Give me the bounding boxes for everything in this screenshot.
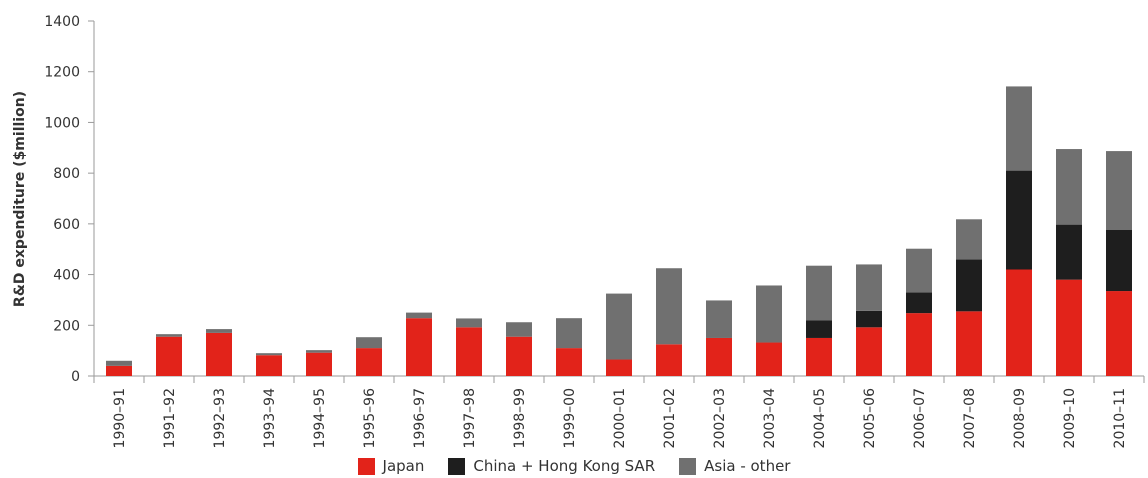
x-tick-label: 1995–96 [362, 388, 378, 449]
bar-segment-asia-other [956, 219, 982, 259]
x-tick-label: 1992–93 [212, 388, 228, 448]
bar-segment-japan [706, 338, 732, 376]
bar-segment-japan [806, 338, 832, 376]
bar-segment-asia-other [256, 353, 282, 355]
y-tick-label: 1200 [44, 65, 80, 81]
bar-segment-japan [856, 327, 882, 376]
y-tick-label: 400 [53, 268, 80, 284]
bar-segment-china-hong-kong-sar [956, 259, 982, 311]
bar-segment-asia-other [856, 264, 882, 310]
bar-segment-asia-other [806, 266, 832, 321]
legend-swatch [448, 458, 465, 475]
legend-label: Japan [383, 457, 425, 475]
stacked-bar-chart: 0 200 400 600 800 1000 1200 1400 1990–91 1991–92… [0, 0, 1148, 454]
bar-segment-japan [406, 318, 432, 376]
bar-segment-asia-other [556, 318, 582, 348]
bar-segment-asia-other [1006, 86, 1032, 170]
x-tick-label: 1991–92 [162, 388, 178, 448]
y-tick-label: 0 [71, 369, 80, 385]
y-tick-label: 1000 [44, 115, 80, 131]
bar-segment-asia-other [356, 337, 382, 348]
y-tick-label: 800 [53, 166, 80, 182]
bar-segment-asia-other [906, 249, 932, 293]
y-tick-label: 1400 [44, 14, 80, 30]
x-tick-label: 2009–10 [1062, 388, 1078, 448]
bar-segment-japan [556, 348, 582, 376]
y-tick-label: 600 [53, 217, 80, 233]
x-tick-label: 2002–03 [712, 388, 728, 448]
bar-segment-asia-other [406, 313, 432, 319]
bar-segment-asia-other [106, 361, 132, 366]
bar-segment-japan [206, 333, 232, 376]
bar-segment-asia-other [1106, 151, 1132, 230]
bar-segment-japan [356, 348, 382, 376]
bar-segment-asia-other [756, 285, 782, 342]
bar-segment-japan [456, 327, 482, 376]
bar-segment-japan [506, 337, 532, 376]
bar-segment-japan [306, 353, 332, 376]
bar-segment-china-hong-kong-sar [856, 311, 882, 327]
x-tick-label: 1998–99 [512, 388, 528, 448]
x-tick-label: 1990–91 [112, 388, 128, 448]
y-axis-title: R&D expenditure ($million) [12, 91, 28, 307]
bar-segment-asia-other [606, 294, 632, 360]
x-tick-label: 2004–05 [812, 388, 828, 448]
legend-item: Asia - other [679, 457, 790, 475]
bar-segment-asia-other [306, 350, 332, 353]
bar-segment-china-hong-kong-sar [1056, 225, 1082, 280]
x-axis: 1990–91 1991–92 1992–93 1993–94 1994–95 1995–… [94, 376, 1144, 448]
bar-segment-china-hong-kong-sar [1106, 230, 1132, 291]
bar-segment-asia-other [456, 318, 482, 327]
legend-swatch [358, 458, 375, 475]
legend-label: Asia - other [704, 457, 790, 475]
bar-segment-japan [256, 355, 282, 376]
x-tick-label: 1997–98 [462, 388, 478, 448]
x-tick-label: 1993–94 [262, 388, 278, 449]
x-tick-label: 1999–00 [562, 388, 578, 448]
bar-segment-asia-other [506, 322, 532, 336]
bars [106, 86, 1132, 376]
x-tick-label: 2010–11 [1112, 388, 1128, 448]
bar-segment-asia-other [1056, 149, 1082, 225]
bar-segment-asia-other [206, 329, 232, 333]
bar-segment-japan [956, 311, 982, 376]
bar-segment-japan [1006, 270, 1032, 377]
y-axis: 0 200 400 600 800 1000 1200 1400 [44, 14, 94, 385]
x-tick-label: 1994–95 [312, 388, 328, 448]
x-tick-label: 2001–02 [662, 388, 678, 448]
x-tick-label: 2003–04 [762, 388, 778, 449]
legend-label: China + Hong Kong SAR [473, 457, 655, 475]
bar-segment-japan [906, 313, 932, 376]
bar-segment-asia-other [156, 334, 182, 337]
x-tick-label: 2007–08 [962, 388, 978, 448]
bar-segment-japan [106, 366, 132, 376]
y-tick-label: 200 [53, 318, 80, 334]
bar-segment-asia-other [656, 268, 682, 344]
bar-segment-japan [756, 343, 782, 376]
x-tick-label: 2000–01 [612, 388, 628, 448]
bar-segment-japan [1056, 280, 1082, 376]
x-tick-label: 2006–07 [912, 388, 928, 448]
legend: Japan China + Hong Kong SAR Asia - other [0, 454, 1148, 478]
x-tick-label: 1996–97 [412, 388, 428, 448]
bar-segment-asia-other [706, 300, 732, 338]
legend-item: China + Hong Kong SAR [448, 457, 655, 475]
legend-swatch [679, 458, 696, 475]
x-tick-label: 2005–06 [862, 388, 878, 449]
bar-segment-china-hong-kong-sar [906, 292, 932, 313]
bar-segment-china-hong-kong-sar [806, 320, 832, 338]
legend-item: Japan [358, 457, 425, 475]
x-tick-label: 2008–09 [1012, 388, 1028, 448]
bar-segment-japan [1106, 291, 1132, 376]
bar-segment-china-hong-kong-sar [1006, 171, 1032, 270]
bar-segment-japan [656, 344, 682, 376]
bar-segment-japan [156, 337, 182, 376]
bar-segment-japan [606, 360, 632, 376]
